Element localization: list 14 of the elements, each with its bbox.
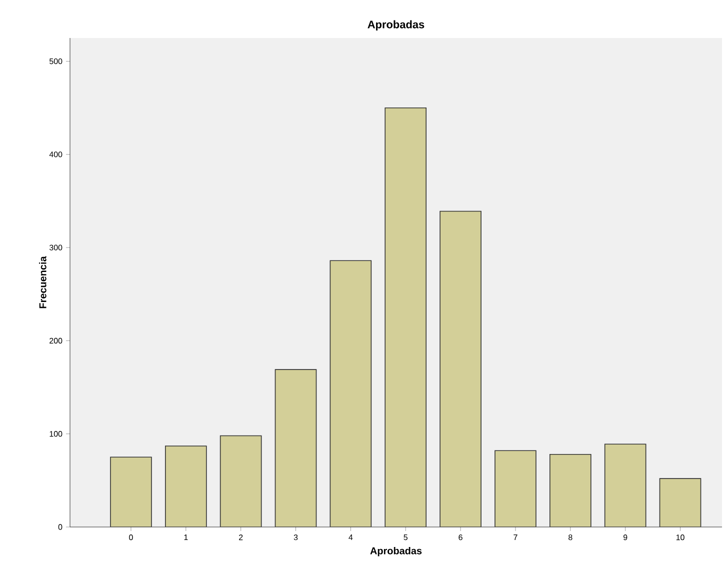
x-axis-title: Aprobadas [370, 547, 422, 556]
bar [550, 454, 592, 527]
bar [440, 210, 482, 527]
chart-title: Aprobadas [368, 20, 424, 30]
bar [220, 435, 262, 527]
y-axis-title: Frecuencia [39, 256, 46, 308]
bar [274, 369, 317, 527]
bar [110, 456, 152, 527]
bar [165, 446, 207, 527]
bar [330, 260, 372, 527]
bar [384, 107, 427, 527]
bar [659, 478, 702, 527]
bar [494, 450, 536, 527]
bar [604, 444, 646, 527]
